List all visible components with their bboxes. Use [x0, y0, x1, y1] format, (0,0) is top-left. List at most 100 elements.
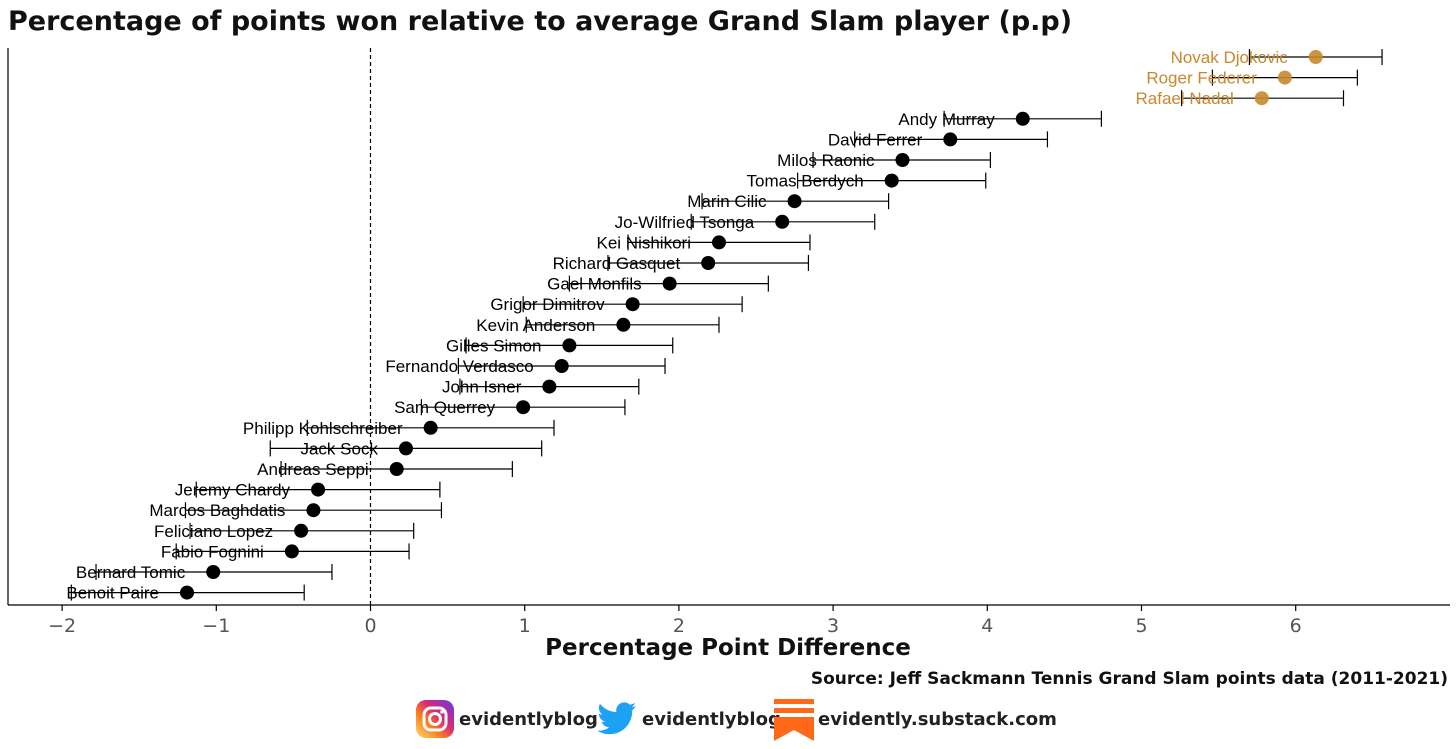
substack-handle-text: evidently.substack.com	[818, 708, 1057, 730]
player-label: Bernard Tomic	[76, 563, 186, 582]
data-point	[516, 400, 531, 415]
data-point	[562, 338, 577, 353]
twitter-handle-text: evidentlyblog	[642, 708, 781, 730]
source-note: Source: Jeff Sackmann Tennis Grand Slam …	[811, 669, 1448, 689]
player-label: Kevin Anderson	[476, 316, 595, 335]
player-row: Roger Federer	[1146, 69, 1358, 88]
data-point	[542, 379, 557, 394]
player-row: Rafael Nadal	[1135, 89, 1345, 108]
instagram-icon	[416, 700, 454, 738]
player-row: Milos Raonic	[777, 151, 991, 170]
player-row: Jo-Wilfried Tsonga	[615, 213, 876, 232]
twitter-bird-icon	[597, 702, 636, 735]
x-tick-label: 3	[827, 615, 839, 637]
x-tick-label: 4	[981, 615, 993, 637]
data-point	[662, 276, 677, 291]
player-row: Sam Querrey	[394, 398, 626, 417]
data-point	[554, 359, 569, 373]
player-row: Bernard Tomic	[76, 563, 333, 582]
data-point	[1277, 70, 1292, 85]
data-point	[1015, 111, 1030, 126]
data-point	[884, 173, 899, 188]
player-row: Jack Sock	[269, 439, 543, 458]
data-point	[423, 420, 438, 435]
player-label: Sam Querrey	[394, 398, 496, 417]
player-label: Kei Nishikori	[597, 233, 691, 252]
x-axis-label: Percentage Point Difference	[545, 635, 911, 661]
player-label: Jeremy Chardy	[175, 481, 291, 500]
data-point	[180, 585, 195, 600]
player-label: Marcos Baghdatis	[149, 501, 285, 520]
x-tick-label: 1	[519, 615, 531, 637]
instagram-handle-text: evidentlyblog	[459, 708, 598, 730]
player-row: Novak Djokovic	[1171, 48, 1383, 67]
player-row: Grigor Dimitrov	[490, 295, 743, 314]
player-row: Benoit Paire	[66, 584, 305, 603]
player-label: Fernando Verdasco	[385, 357, 533, 376]
player-label: Richard Gasquet	[553, 254, 681, 273]
chart-title: Percentage of points won relative to ave…	[8, 6, 1072, 37]
player-row: Marcos Baghdatis	[149, 501, 443, 520]
player-label: Rafael Nadal	[1135, 89, 1233, 108]
player-label: John Isner	[442, 378, 522, 397]
player-row: Feliciano Lopez	[154, 522, 415, 541]
dot-plot: Percentage of points won relative to ave…	[7, 6, 1450, 689]
instagram-handle[interactable]: evidentlyblog	[415, 697, 598, 741]
twitter-handle[interactable]: evidentlyblog	[596, 697, 781, 741]
player-label: Gael Monfils	[547, 275, 641, 294]
data-point	[311, 482, 326, 497]
player-row: Gael Monfils	[547, 275, 769, 294]
data-point	[1308, 50, 1323, 64]
player-label: Benoit Paire	[66, 584, 159, 603]
substack-icon	[774, 699, 814, 741]
data-point	[1254, 91, 1269, 106]
player-row: Jeremy Chardy	[175, 481, 441, 500]
data-point	[775, 214, 790, 229]
player-row: Gilles Simon	[446, 336, 674, 355]
x-tick-label: 6	[1290, 615, 1302, 637]
data-point	[711, 235, 726, 250]
data-point	[294, 523, 309, 538]
player-row: Andy Murray	[898, 110, 1103, 129]
player-label: Andy Murray	[898, 110, 995, 129]
x-tick-label: 0	[364, 615, 376, 637]
data-point	[389, 462, 404, 476]
x-tick-label: 2	[673, 615, 685, 637]
player-row: John Isner	[442, 378, 640, 397]
data-point	[306, 503, 321, 518]
data-point	[206, 565, 221, 579]
x-tick-label: −1	[202, 615, 230, 637]
player-label: Fabio Fognini	[161, 542, 264, 561]
data-point	[625, 297, 640, 312]
data-point	[398, 441, 413, 456]
player-label: Jo-Wilfried Tsonga	[615, 213, 755, 232]
player-row: Fabio Fognini	[161, 542, 410, 561]
data-point	[943, 132, 958, 147]
player-row: Richard Gasquet	[553, 254, 810, 273]
player-row: Marin Cilic	[687, 192, 890, 211]
x-tick-label: −2	[48, 615, 76, 637]
player-label: Marin Cilic	[687, 192, 767, 211]
x-tick-label: 5	[1135, 615, 1147, 637]
player-label: Roger Federer	[1146, 69, 1257, 88]
player-row: Fernando Verdasco	[385, 357, 666, 376]
data-point	[284, 544, 299, 559]
data-point	[616, 317, 631, 332]
player-label: Novak Djokovic	[1171, 48, 1289, 67]
player-row: Kei Nishikori	[597, 233, 811, 252]
player-label: Feliciano Lopez	[154, 522, 273, 541]
player-row: Philipp Kohlschreiber	[243, 419, 555, 438]
player-row: Tomas Berdych	[747, 172, 987, 191]
player-label: Andreas Seppi	[257, 460, 369, 479]
player-row: Kevin Anderson	[476, 316, 720, 335]
player-label: Milos Raonic	[777, 151, 875, 170]
substack-link[interactable]: evidently.substack.com	[774, 697, 1057, 741]
player-row: David Ferrer	[828, 130, 1049, 149]
player-label: Jack Sock	[300, 439, 378, 458]
data-point	[701, 256, 716, 270]
player-label: Tomas Berdych	[747, 172, 864, 191]
player-row: Andreas Seppi	[257, 460, 513, 479]
player-label: Grigor Dimitrov	[490, 295, 605, 314]
player-label: David Ferrer	[828, 130, 923, 149]
